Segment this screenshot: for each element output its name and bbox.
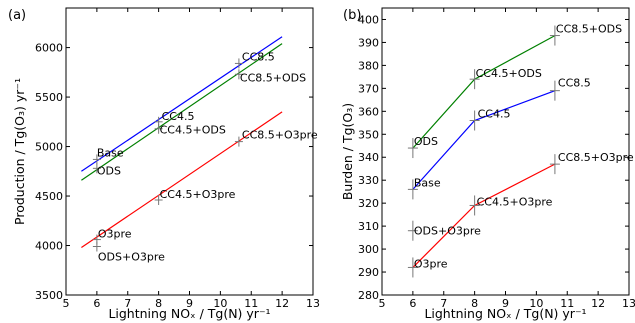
point-label-o3pre: O3pre bbox=[98, 228, 132, 241]
x-tick-label: 8 bbox=[155, 297, 162, 310]
x-axis-label: Lightning NOₓ / Tg(N) yr⁻¹ bbox=[424, 306, 586, 321]
point-label-cc8-5: CC8.5 bbox=[558, 77, 591, 90]
point-label-cc4-5-ods: CC4.5+ODS bbox=[476, 67, 542, 80]
point-label-cc4-5-o3pre: CC4.5+O3pre bbox=[477, 195, 553, 208]
y-tick-label: 3500 bbox=[35, 289, 63, 302]
y-tick-label: 5500 bbox=[35, 91, 63, 104]
series-line-1 bbox=[81, 36, 283, 172]
x-tick-label: 9 bbox=[186, 297, 193, 310]
x-tick-label: 11 bbox=[560, 297, 574, 310]
point-label-ods: ODS bbox=[414, 135, 438, 148]
point-label-cc4-5: CC4.5 bbox=[478, 108, 511, 121]
y-tick-label: 5000 bbox=[35, 141, 63, 154]
point-label-cc4-5: CC4.5 bbox=[162, 110, 195, 123]
x-tick-label: 13 bbox=[622, 297, 635, 310]
panel-a: 5 6 7 8 9 10 11 12 13 3500 4000 4500 5000 5500 6000 Bas… bbox=[8, 7, 320, 321]
x-tick-label: 10 bbox=[213, 297, 227, 310]
x-tick-label: 6 bbox=[93, 297, 100, 310]
y-axis-label: Burden / Tg(O₃) bbox=[340, 103, 355, 200]
y-tick-label: 370 bbox=[358, 82, 379, 95]
x-tick-label: 7 bbox=[440, 297, 447, 310]
y-tick-label: 350 bbox=[358, 128, 379, 141]
y-tick-label: 6000 bbox=[35, 42, 63, 55]
point-label-cc8-5-ods: CC8.5+ODS bbox=[556, 23, 622, 36]
series-line-3 bbox=[81, 111, 283, 248]
y-tick-label: 390 bbox=[358, 36, 379, 49]
x-tick-label: 5 bbox=[379, 297, 386, 310]
y-tick-label: 340 bbox=[358, 151, 379, 164]
point-label-o3pre: O3pre bbox=[414, 257, 448, 270]
point-label-cc8-5: CC8.5 bbox=[242, 50, 275, 63]
x-tick-label: 10 bbox=[529, 297, 543, 310]
point-label-cc4-5-o3pre: CC4.5+O3pre bbox=[160, 188, 236, 201]
x-axis-label: Lightning NOₓ / Tg(N) yr⁻¹ bbox=[108, 306, 270, 321]
x-tick-label: 6 bbox=[409, 297, 416, 310]
y-tick-label: 4500 bbox=[35, 190, 63, 203]
panel-label: (a) bbox=[8, 8, 26, 23]
panel-label: (b) bbox=[343, 8, 361, 23]
y-tick-label: 4000 bbox=[35, 240, 63, 253]
y-tick-label: 360 bbox=[358, 105, 379, 118]
x-tick-label: 5 bbox=[63, 297, 70, 310]
point-label-ods: ODS bbox=[97, 164, 121, 177]
y-tick-label: 400 bbox=[358, 13, 379, 26]
x-tick-label: 8 bbox=[471, 297, 478, 310]
point-label-ods-o3pre: ODS+O3pre bbox=[98, 251, 165, 264]
x-tick-label: 9 bbox=[502, 297, 509, 310]
y-tick-label: 310 bbox=[358, 220, 379, 233]
x-tick-label: 12 bbox=[591, 297, 605, 310]
point-label-cc8-5-ods: CC8.5+ODS bbox=[240, 71, 306, 84]
point-label-ods-o3pre: ODS+O3pre bbox=[414, 225, 481, 238]
y-tick-label: 320 bbox=[358, 197, 379, 210]
series-line-1 bbox=[412, 35, 556, 149]
y-tick-label: 380 bbox=[358, 59, 379, 72]
point-label-base: Base bbox=[97, 146, 124, 159]
x-tick-label: 12 bbox=[275, 297, 289, 310]
x-tick-label: 13 bbox=[306, 297, 320, 310]
y-tick-label: 280 bbox=[358, 289, 379, 302]
y-tick-label: 300 bbox=[358, 243, 379, 256]
y-axis-label: Production / Tg(O₃) yr⁻¹ bbox=[12, 78, 27, 225]
series-line-2 bbox=[81, 43, 283, 181]
x-tick-label: 11 bbox=[244, 297, 258, 310]
x-tick-label: 7 bbox=[124, 297, 131, 310]
point-label-cc8-5-o3pre: CC8.5+O3pre bbox=[558, 151, 634, 164]
point-label-cc8-5-o3pre: CC8.5+O3pre bbox=[242, 129, 318, 142]
point-label-cc4-5-ods: CC4.5+ODS bbox=[160, 124, 226, 137]
point-label-base: Base bbox=[414, 176, 441, 189]
panel-b: 5 6 7 8 9 10 11 12 13 280 290 300 310 320 330 340 350 360… bbox=[340, 7, 635, 321]
y-tick-label: 330 bbox=[358, 174, 379, 187]
y-tick-label: 290 bbox=[358, 266, 379, 279]
